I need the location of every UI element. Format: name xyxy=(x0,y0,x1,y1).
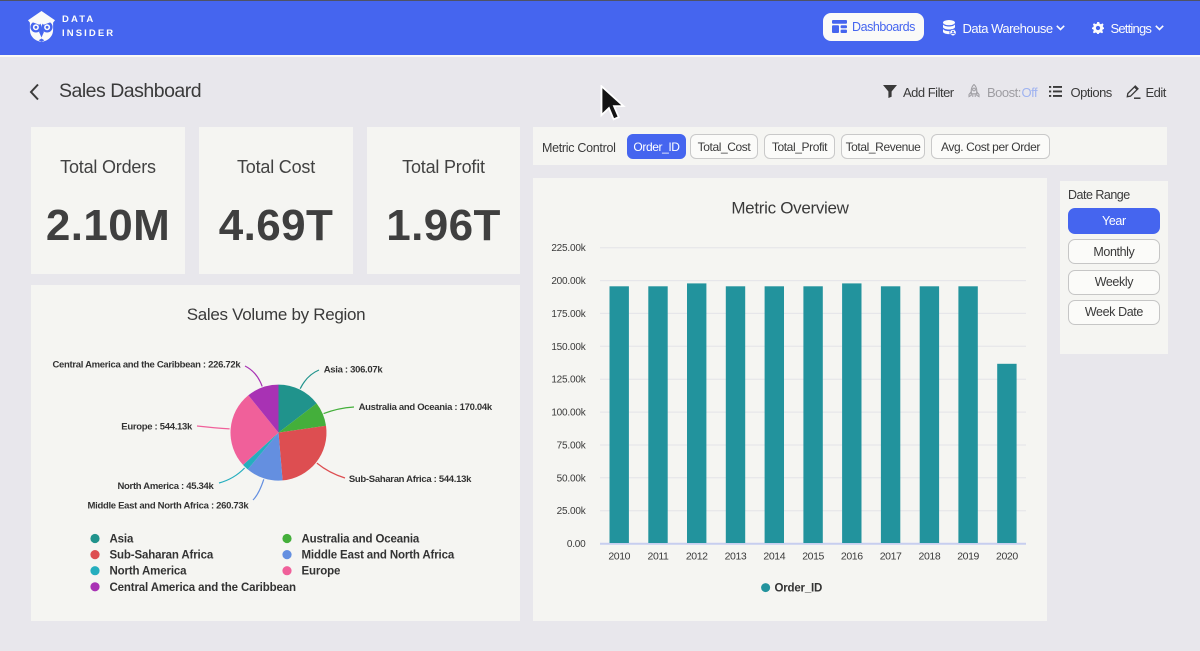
svg-text:North America: North America xyxy=(110,566,188,578)
svg-text:Asia : 306.07k: Asia : 306.07k xyxy=(324,365,384,376)
svg-text:125.00k: 125.00k xyxy=(551,375,586,386)
svg-text:2011: 2011 xyxy=(648,551,670,563)
svg-text:2015: 2015 xyxy=(802,551,824,563)
svg-text:Central America and the Caribb: Central America and the Caribbean : 226.… xyxy=(52,360,241,371)
svg-text:50.00k: 50.00k xyxy=(557,473,587,484)
svg-text:Australia and Oceania: Australia and Oceania xyxy=(302,534,420,546)
svg-text:Europe : 544.13k: Europe : 544.13k xyxy=(121,422,193,433)
svg-text:100.00k: 100.00k xyxy=(551,408,586,419)
svg-text:225.00k: 225.00k xyxy=(551,243,586,254)
svg-text:Asia: Asia xyxy=(110,534,134,546)
svg-text:Central America and the Caribb: Central America and the Caribbean xyxy=(110,582,296,594)
svg-text:Australia and Oceania : 170.04: Australia and Oceania : 170.04k xyxy=(359,402,493,413)
svg-text:2020: 2020 xyxy=(996,551,1018,563)
svg-text:Order_ID: Order_ID xyxy=(775,583,823,595)
svg-text:2017: 2017 xyxy=(880,551,902,563)
svg-text:Metric Overview: Metric Overview xyxy=(731,199,849,218)
svg-text:150.00k: 150.00k xyxy=(551,342,586,353)
svg-text:Sub-Saharan Africa: Sub-Saharan Africa xyxy=(110,550,214,562)
svg-text:175.00k: 175.00k xyxy=(551,309,586,320)
svg-text:2012: 2012 xyxy=(686,551,708,563)
svg-text:Sub-Saharan Africa : 544.13k: Sub-Saharan Africa : 544.13k xyxy=(349,474,472,485)
svg-text:200.00k: 200.00k xyxy=(551,276,586,287)
svg-text:2016: 2016 xyxy=(841,551,863,563)
svg-text:Sales Volume by Region: Sales Volume by Region xyxy=(187,305,366,324)
svg-text:2010: 2010 xyxy=(608,551,630,563)
svg-text:Middle East and North Africa :: Middle East and North Africa : 260.73k xyxy=(88,501,250,512)
svg-text:75.00k: 75.00k xyxy=(557,441,587,452)
svg-text:2013: 2013 xyxy=(725,551,747,563)
svg-text:2018: 2018 xyxy=(919,551,941,563)
svg-text:25.00k: 25.00k xyxy=(557,506,587,517)
svg-text:Middle East and North Africa: Middle East and North Africa xyxy=(302,550,455,562)
svg-text:2019: 2019 xyxy=(957,551,979,563)
svg-text:0.00: 0.00 xyxy=(567,539,586,550)
svg-text:2014: 2014 xyxy=(763,551,785,563)
svg-text:Europe: Europe xyxy=(302,566,341,578)
svg-text:North America : 45.34k: North America : 45.34k xyxy=(117,481,214,492)
